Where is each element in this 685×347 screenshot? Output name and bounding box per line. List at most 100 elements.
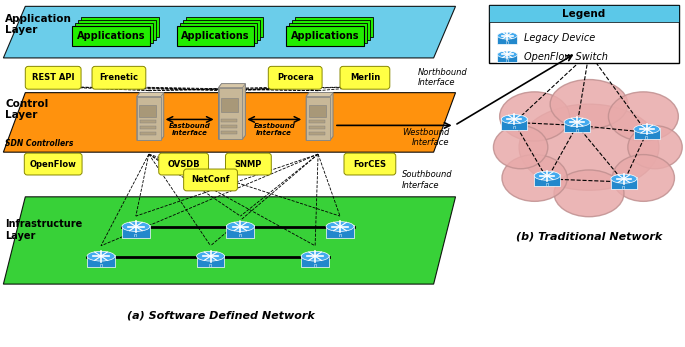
FancyBboxPatch shape <box>186 17 263 37</box>
FancyBboxPatch shape <box>24 153 82 175</box>
Text: n: n <box>506 58 509 64</box>
FancyBboxPatch shape <box>197 255 225 267</box>
Text: n: n <box>575 128 579 133</box>
Ellipse shape <box>497 51 517 58</box>
FancyBboxPatch shape <box>497 53 517 62</box>
FancyBboxPatch shape <box>309 105 325 117</box>
Text: n: n <box>546 181 549 187</box>
FancyBboxPatch shape <box>501 118 527 129</box>
Text: Legend: Legend <box>562 9 606 19</box>
FancyBboxPatch shape <box>81 17 159 37</box>
Polygon shape <box>306 93 333 96</box>
Text: n: n <box>209 263 212 268</box>
FancyBboxPatch shape <box>301 255 329 267</box>
Text: Westbound
Interface: Westbound Interface <box>402 128 449 147</box>
Text: Legacy Device: Legacy Device <box>524 33 595 43</box>
FancyBboxPatch shape <box>340 66 390 89</box>
Text: (a) Software Defined Network: (a) Software Defined Network <box>127 311 314 321</box>
Text: SDN Controllers: SDN Controllers <box>5 139 74 148</box>
FancyBboxPatch shape <box>122 225 150 238</box>
Ellipse shape <box>497 32 517 39</box>
Ellipse shape <box>628 126 682 169</box>
FancyBboxPatch shape <box>140 126 155 129</box>
Text: n: n <box>513 125 516 130</box>
Ellipse shape <box>499 92 569 141</box>
Ellipse shape <box>519 104 659 190</box>
Ellipse shape <box>301 251 329 261</box>
Ellipse shape <box>534 171 560 180</box>
FancyBboxPatch shape <box>534 175 560 186</box>
FancyBboxPatch shape <box>295 17 373 37</box>
Text: n: n <box>622 185 625 189</box>
Text: Frenetic: Frenetic <box>99 73 138 82</box>
FancyBboxPatch shape <box>344 153 396 175</box>
FancyBboxPatch shape <box>286 26 364 46</box>
FancyBboxPatch shape <box>292 20 370 40</box>
Ellipse shape <box>554 170 624 217</box>
FancyBboxPatch shape <box>177 26 254 46</box>
Ellipse shape <box>87 251 115 261</box>
Text: n: n <box>314 263 316 268</box>
Text: Eastbound
Interface: Eastbound Interface <box>253 123 295 136</box>
Ellipse shape <box>493 126 548 169</box>
Ellipse shape <box>564 118 590 127</box>
Polygon shape <box>137 96 161 140</box>
FancyBboxPatch shape <box>489 5 679 63</box>
FancyBboxPatch shape <box>289 23 367 43</box>
Text: n: n <box>506 40 509 44</box>
Text: Southbound
Interface: Southbound Interface <box>402 170 452 190</box>
Text: OVSDB: OVSDB <box>167 160 200 169</box>
Text: NetConf: NetConf <box>191 176 229 185</box>
Ellipse shape <box>502 155 567 201</box>
FancyBboxPatch shape <box>72 26 150 46</box>
FancyBboxPatch shape <box>227 225 254 238</box>
Text: Infrastructure
Layer: Infrastructure Layer <box>5 219 83 241</box>
FancyBboxPatch shape <box>564 121 590 133</box>
FancyBboxPatch shape <box>611 177 637 189</box>
Ellipse shape <box>501 115 527 124</box>
FancyBboxPatch shape <box>489 5 679 22</box>
FancyBboxPatch shape <box>326 225 354 238</box>
Text: Applications: Applications <box>291 31 360 41</box>
Polygon shape <box>219 84 245 139</box>
FancyBboxPatch shape <box>309 126 325 129</box>
Ellipse shape <box>197 251 225 261</box>
Text: ForCES: ForCES <box>353 160 386 169</box>
Polygon shape <box>306 96 330 140</box>
Text: SNMP: SNMP <box>235 160 262 169</box>
Polygon shape <box>306 93 333 140</box>
FancyBboxPatch shape <box>140 132 155 135</box>
Text: Merlin: Merlin <box>350 73 380 82</box>
Text: n: n <box>134 233 138 238</box>
FancyBboxPatch shape <box>634 128 660 139</box>
Ellipse shape <box>576 45 602 54</box>
FancyBboxPatch shape <box>159 153 208 175</box>
Text: Application
Layer: Application Layer <box>5 14 72 35</box>
Ellipse shape <box>550 79 628 129</box>
Text: n: n <box>338 233 342 238</box>
Text: Control
Layer: Control Layer <box>5 99 49 120</box>
Text: Applications: Applications <box>77 31 145 41</box>
Text: Eastbound
Interface: Eastbound Interface <box>169 123 210 136</box>
Text: OpenFlow Switch: OpenFlow Switch <box>524 52 608 62</box>
FancyBboxPatch shape <box>139 105 156 117</box>
FancyBboxPatch shape <box>179 23 258 43</box>
Ellipse shape <box>608 92 678 141</box>
FancyBboxPatch shape <box>87 255 115 267</box>
Polygon shape <box>3 6 456 58</box>
Ellipse shape <box>326 222 354 231</box>
FancyBboxPatch shape <box>221 119 238 122</box>
FancyBboxPatch shape <box>221 125 238 128</box>
FancyBboxPatch shape <box>497 35 517 44</box>
FancyBboxPatch shape <box>183 20 260 40</box>
Polygon shape <box>219 84 245 88</box>
Text: n: n <box>239 233 242 238</box>
Polygon shape <box>3 93 456 152</box>
FancyBboxPatch shape <box>576 49 602 60</box>
FancyBboxPatch shape <box>221 98 238 112</box>
Text: n: n <box>645 135 648 140</box>
Text: Procera: Procera <box>277 73 314 82</box>
Text: REST API: REST API <box>32 73 75 82</box>
Text: Applications: Applications <box>182 31 250 41</box>
Text: n: n <box>588 56 590 61</box>
